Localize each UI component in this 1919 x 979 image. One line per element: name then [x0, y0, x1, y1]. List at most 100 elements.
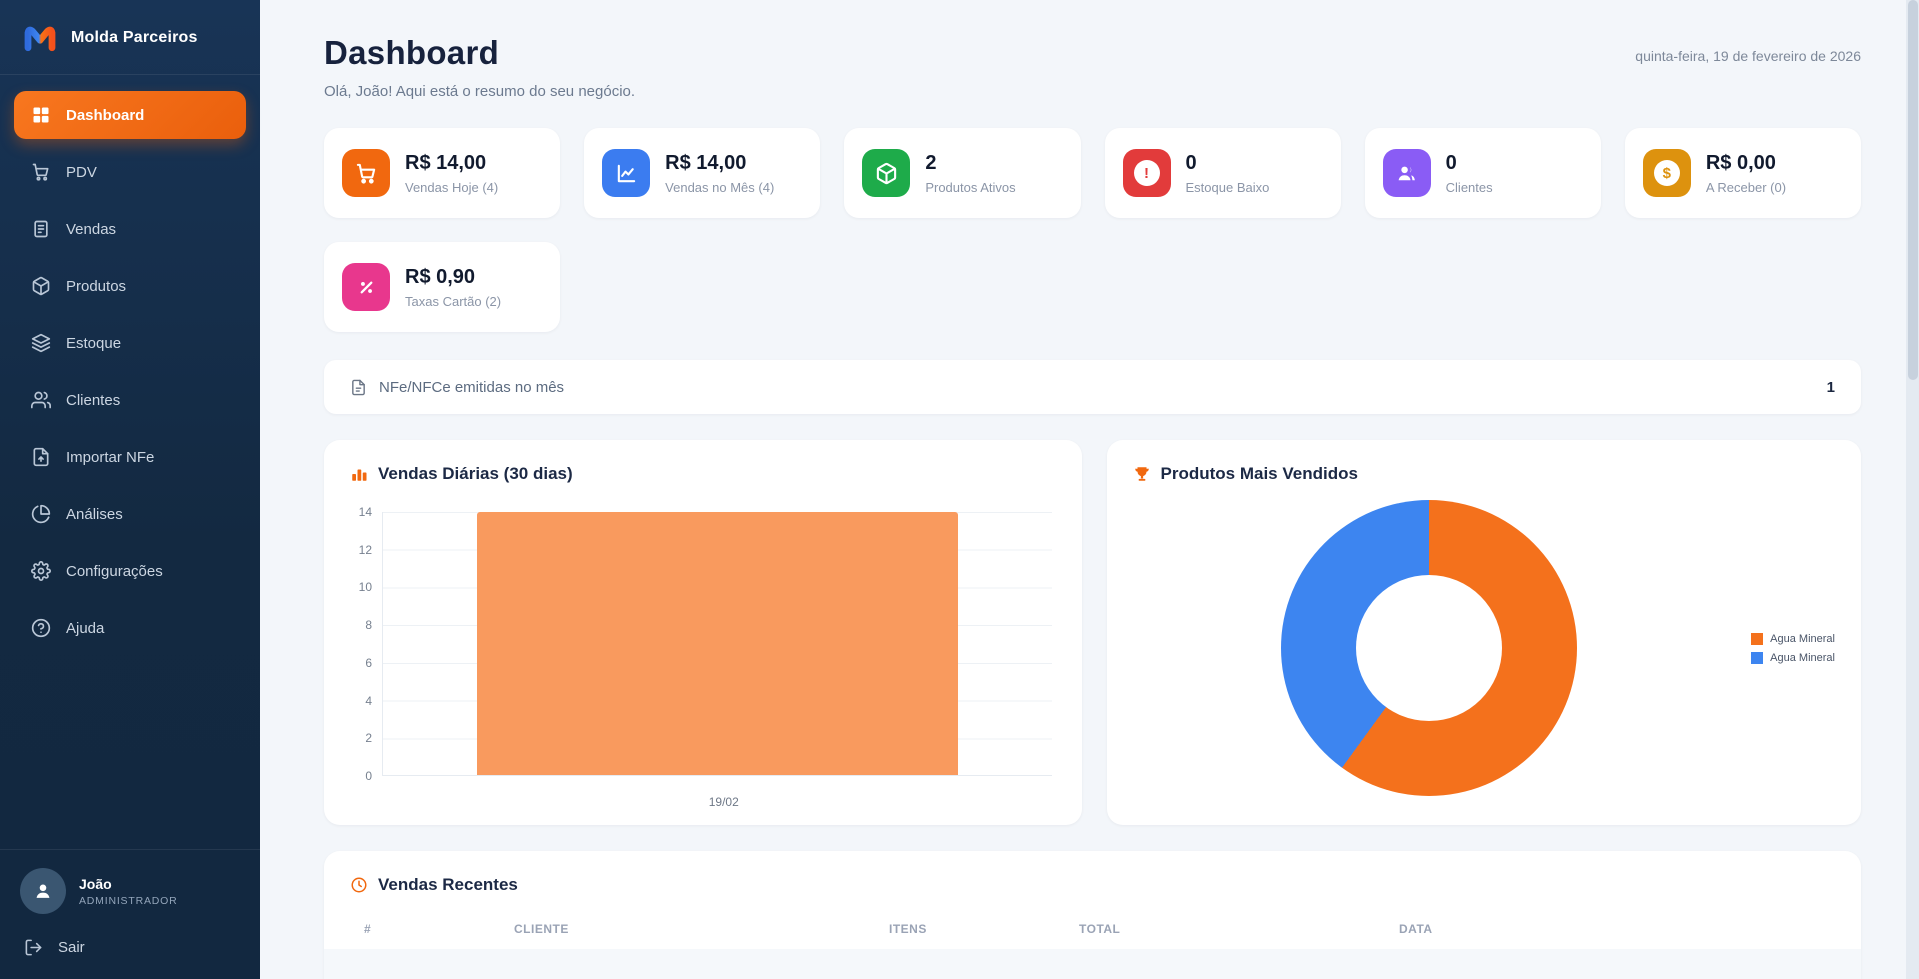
stat-value: R$ 14,00 — [665, 151, 747, 174]
page-title: Dashboard — [324, 34, 500, 71]
avatar — [20, 868, 66, 914]
sidebar-item-clientes[interactable]: Clientes — [14, 376, 246, 424]
stat-value: 0 — [1185, 151, 1197, 174]
sidebar-item-label: Produtos — [66, 277, 127, 295]
sidebar-item-label: Estoque — [66, 334, 122, 352]
sidebar-item-dashboard[interactable]: Dashboard — [14, 91, 246, 139]
sidebar-item-ajuda[interactable]: Ajuda — [14, 604, 246, 652]
sidebar-item-label: Ajuda — [66, 619, 105, 637]
stat-value: 0 — [1445, 151, 1457, 174]
stat-label: A Receber (0) — [1705, 179, 1787, 195]
donut-chart — [1280, 500, 1577, 796]
chart-title: Produtos Mais Vendidos — [1160, 464, 1358, 483]
stat-card-estoque-baixo: ! 0 Estoque Baixo — [1104, 128, 1341, 218]
y-tick: 2 — [365, 731, 372, 745]
cube-icon — [32, 276, 50, 296]
stat-value: 2 — [925, 151, 937, 174]
trophy-icon — [1134, 467, 1149, 481]
table-header-row: # CLIENTE ITENS TOTAL DATA — [324, 895, 1861, 949]
stat-label: Estoque Baixo — [1185, 179, 1270, 195]
sales-bar — [476, 512, 958, 775]
table-row — [324, 949, 1861, 979]
sidebar-item-analises[interactable]: Análises — [14, 490, 246, 538]
stat-label: Clientes — [1445, 179, 1493, 195]
stat-label: Vendas Hoje (4) — [405, 179, 499, 195]
sidebar-menu: Dashboard PDV Vendas Produtos — [0, 75, 260, 849]
clock-icon — [351, 877, 367, 893]
layers-icon — [31, 333, 51, 353]
stat-card-vendas-hoje: R$ 14,00 Vendas Hoje (4) — [324, 128, 561, 218]
user-icon — [36, 884, 50, 898]
column-header: # — [364, 922, 372, 936]
stat-card-taxas-cartao: R$ 0,90 Taxas Cartão (2) — [324, 242, 561, 332]
percent-icon — [342, 263, 390, 311]
gear-icon — [31, 561, 51, 581]
brand-name: Molda Parceiros — [71, 29, 198, 46]
sidebar-item-estoque[interactable]: Estoque — [14, 319, 246, 367]
document-icon — [352, 379, 365, 395]
page-date: quinta-feira, 19 de fevereiro de 2026 — [1635, 48, 1861, 64]
legend-item: Agua Mineral — [1751, 633, 1835, 645]
sidebar-item-label: Clientes — [66, 391, 121, 409]
y-tick: 0 — [365, 769, 372, 783]
sidebar-item-label: Configurações — [66, 562, 163, 580]
plot-area — [382, 512, 1052, 776]
sidebar: Molda Parceiros Dashboard PDV Vendas — [0, 0, 260, 979]
recent-sales-panel: Vendas Recentes # CLIENTE ITENS TOTAL DA… — [324, 851, 1861, 979]
x-tick: 19/02 — [708, 795, 739, 809]
page-scrollbar[interactable] — [1906, 0, 1919, 979]
y-tick: 8 — [365, 618, 372, 632]
molda-logo-icon — [24, 26, 56, 52]
stat-label: Taxas Cartão (2) — [405, 293, 502, 309]
y-tick: 10 — [358, 580, 372, 594]
page-header: Dashboard Olá, João! Aqui está o resumo … — [324, 34, 1861, 100]
user-name: João — [79, 875, 112, 892]
sidebar-item-configuracoes[interactable]: Configurações — [14, 547, 246, 595]
sidebar-item-label: Dashboard — [66, 106, 145, 124]
sidebar-item-label: Análises — [66, 505, 123, 523]
logout-icon — [25, 939, 42, 956]
logout-button[interactable]: Sair — [20, 932, 240, 963]
bar-chart: 14 12 10 8 6 4 2 0 — [324, 484, 1082, 786]
stat-card-a-receber: $ R$ 0,00 A Receber (0) — [1624, 128, 1861, 218]
users-icon — [31, 391, 51, 409]
nfe-summary-bar: NFe/NFCe emitidas no mês 1 — [324, 360, 1861, 414]
sidebar-item-importar-nfe[interactable]: Importar NFe — [14, 433, 246, 481]
pie-chart-icon — [31, 504, 51, 524]
cart-icon — [342, 149, 390, 197]
stat-card-produtos-ativos: 2 Produtos Ativos — [844, 128, 1081, 218]
cart-icon — [32, 163, 49, 181]
bar-chart-icon — [352, 469, 367, 481]
legend-swatch-blue — [1751, 652, 1764, 664]
user-role: ADMINISTRADOR — [79, 894, 178, 907]
stat-value: R$ 0,90 — [405, 265, 476, 288]
column-header: DATA — [1399, 922, 1433, 936]
stat-label: Vendas no Mês (4) — [665, 179, 775, 195]
sidebar-item-produtos[interactable]: Produtos — [14, 262, 246, 310]
sidebar-item-vendas[interactable]: Vendas — [14, 205, 246, 253]
logout-label: Sair — [58, 939, 85, 956]
column-header: ITENS — [889, 922, 927, 936]
chart-title: Vendas Diárias (30 dias) — [378, 464, 573, 483]
brand: Molda Parceiros — [0, 0, 260, 75]
stat-card-clientes: 0 Clientes — [1364, 128, 1601, 218]
stat-card-vendas-mes: R$ 14,00 Vendas no Mês (4) — [584, 128, 821, 218]
stat-value: R$ 0,00 — [1705, 151, 1776, 174]
sidebar-footer: João ADMINISTRADOR Sair — [0, 849, 260, 979]
stat-value: R$ 14,00 — [405, 151, 487, 174]
legend-label: Agua Mineral — [1770, 633, 1835, 645]
legend-swatch-orange — [1751, 633, 1764, 645]
legend-label: Agua Mineral — [1770, 652, 1835, 664]
top-products-chart-panel: Produtos Mais Vendidos Agua Mineral Agua… — [1106, 440, 1861, 825]
user-profile[interactable]: João ADMINISTRADOR — [20, 868, 240, 914]
help-icon — [31, 618, 51, 638]
nfe-label: NFe/NFCe emitidas no mês — [379, 378, 565, 396]
page-subtitle: Olá, João! Aqui está o resumo do seu neg… — [324, 83, 636, 100]
sidebar-item-pdv[interactable]: PDV — [14, 148, 246, 196]
scrollbar-thumb[interactable] — [1907, 0, 1918, 380]
y-tick: 14 — [358, 505, 372, 519]
y-tick: 12 — [358, 543, 372, 557]
sidebar-item-label: Importar NFe — [66, 448, 155, 466]
receipt-icon — [34, 220, 48, 238]
y-tick: 4 — [365, 694, 372, 708]
